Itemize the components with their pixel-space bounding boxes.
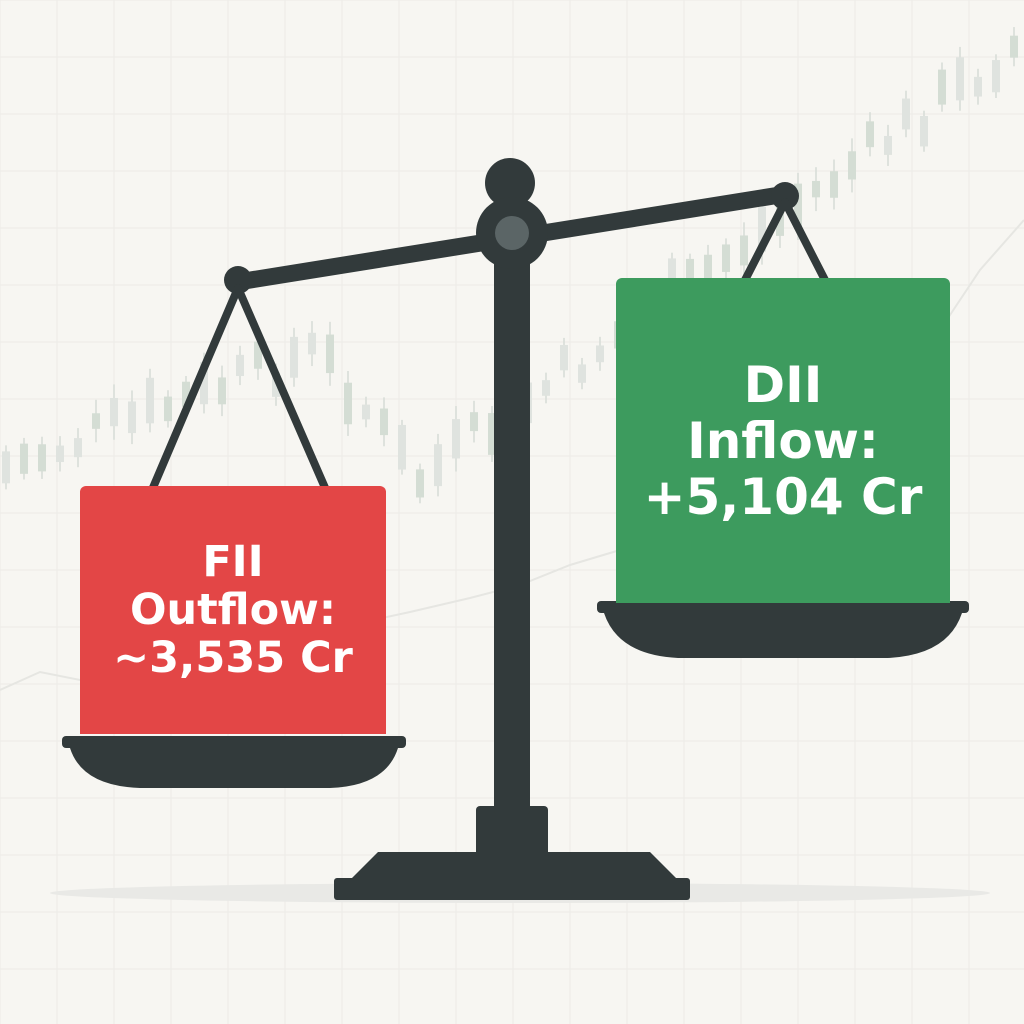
background-candle xyxy=(74,428,82,468)
scale xyxy=(62,158,969,900)
fii-outflow-box: FII Outflow: ~3,535 Cr xyxy=(80,486,386,734)
background-candle xyxy=(830,159,838,210)
fii-label: FII xyxy=(202,536,264,587)
left-pan xyxy=(62,736,406,788)
background-candle xyxy=(578,357,586,390)
scale-pillar xyxy=(494,236,530,814)
background-candle xyxy=(470,400,478,443)
background-candle xyxy=(110,384,118,440)
background-candle xyxy=(380,397,388,447)
scale-stand xyxy=(476,806,548,856)
background-candle xyxy=(956,46,964,111)
background-candle xyxy=(722,238,730,279)
background-candle xyxy=(344,370,352,436)
background-candle xyxy=(308,321,316,367)
background-candle xyxy=(218,365,226,417)
background-candle xyxy=(740,222,748,279)
background-candle xyxy=(488,405,496,462)
right-pan-strings xyxy=(740,198,830,286)
background-candle xyxy=(452,406,460,472)
background-candle xyxy=(2,445,10,490)
background-candlesticks xyxy=(2,27,1018,504)
background-candle xyxy=(884,124,892,166)
scale-top-knob xyxy=(485,158,535,208)
background-candle xyxy=(398,419,406,475)
background-candle xyxy=(128,390,136,445)
fii-outflow-label: Outflow: xyxy=(129,584,337,635)
background-candle xyxy=(290,327,298,387)
background-candle xyxy=(92,399,100,443)
dii-label: DII xyxy=(743,355,823,414)
background-candle xyxy=(1010,27,1018,67)
beam-end-right xyxy=(771,182,799,210)
scale-base-foot xyxy=(334,878,690,900)
right-pan xyxy=(597,601,969,658)
beam-end-left xyxy=(224,266,252,294)
scale-base xyxy=(352,852,676,878)
dii-inflow-label: Inflow: xyxy=(687,411,879,470)
background-candle xyxy=(416,463,424,504)
background-candle xyxy=(38,436,46,479)
background-candle xyxy=(434,433,442,497)
background-candle xyxy=(812,167,820,212)
background-candle xyxy=(56,436,64,472)
background-candle xyxy=(362,396,370,428)
fii-outflow-value: ~3,535 Cr xyxy=(113,633,353,684)
dii-inflow-box: DII Inflow: +5,104 Cr xyxy=(616,278,950,603)
background-candle xyxy=(164,390,172,428)
background-candle xyxy=(902,90,910,138)
background-candle xyxy=(866,112,874,157)
background-candle xyxy=(992,54,1000,99)
background-candle xyxy=(326,321,334,386)
scale-pivot-cap xyxy=(495,216,529,250)
background-candle xyxy=(20,437,28,480)
background-candle xyxy=(848,138,856,193)
background-candle xyxy=(146,368,154,433)
background-candle xyxy=(920,110,928,152)
dii-inflow-value: +5,104 Cr xyxy=(643,467,923,526)
background-candle xyxy=(542,372,550,404)
background-candle xyxy=(974,68,982,105)
background-candle xyxy=(236,345,244,386)
background-candle xyxy=(596,336,604,371)
background-candle xyxy=(938,62,946,112)
background-candle xyxy=(560,337,568,378)
left-pan-strings xyxy=(148,284,330,494)
